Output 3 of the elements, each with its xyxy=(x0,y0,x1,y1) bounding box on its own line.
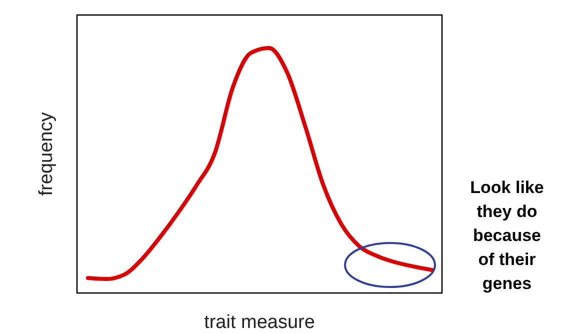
y-axis-title: frequency xyxy=(36,112,57,196)
x-axis-title: trait measure xyxy=(204,312,315,333)
text: Look like they do because of their genes xyxy=(470,178,544,293)
